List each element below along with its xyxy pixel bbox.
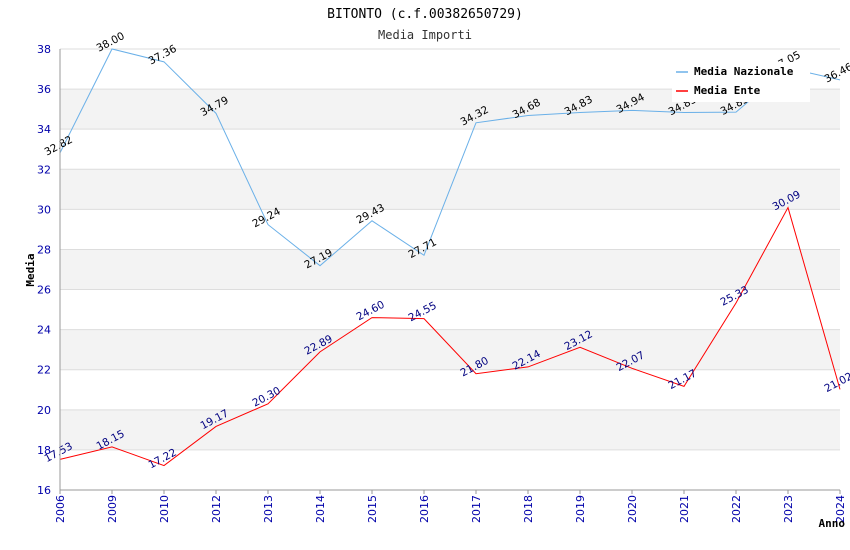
y-tick-label: 18 (37, 444, 51, 457)
y-axis-ticks: 16 18 20 22 24 26 28 30 32 34 36 38 (37, 43, 51, 497)
y-tick-label: 22 (37, 364, 51, 377)
x-tick-label: 2013 (262, 495, 275, 523)
background-bands (60, 48, 840, 491)
x-tick-label: 2023 (782, 495, 795, 523)
x-tick-label: 2022 (730, 495, 743, 523)
grid-band (60, 209, 840, 250)
y-tick-label: 36 (37, 83, 51, 96)
x-axis-ticks: 2006 2009 2010 2012 2013 2014 2015 2016 2017 2018… (54, 490, 847, 523)
x-tick-label: 2017 (470, 495, 483, 523)
y-tick-label: 26 (37, 284, 51, 297)
chart-title: BITONTO (c.f.00382650729) (327, 7, 523, 22)
y-tick-label: 34 (37, 123, 51, 136)
x-tick-label: 2010 (158, 495, 171, 523)
chart-subtitle: Media Importi (378, 28, 472, 42)
grid-band (60, 249, 840, 290)
y-tick-label: 28 (37, 243, 51, 256)
x-tick-label: 2012 (210, 495, 223, 523)
legend-box (672, 62, 810, 102)
y-tick-label: 16 (37, 484, 51, 497)
x-tick-label: 2006 (54, 495, 67, 523)
grid-band (60, 449, 840, 490)
grid-band (60, 329, 840, 370)
y-axis-title: Media (24, 253, 37, 286)
legend-label-ente: Media Ente (694, 84, 761, 97)
x-axis-title: Anno (819, 517, 846, 530)
y-tick-label: 20 (37, 404, 51, 417)
grid-band (60, 369, 840, 410)
x-tick-label: 2020 (626, 495, 639, 523)
y-tick-label: 38 (37, 43, 51, 56)
legend: Media Nazionale Media Ente (672, 62, 810, 102)
legend-label-nazionale: Media Nazionale (694, 65, 794, 78)
x-tick-label: 2021 (678, 495, 691, 523)
x-tick-label: 2018 (522, 495, 535, 523)
grid-band (60, 409, 840, 450)
x-tick-label: 2019 (574, 495, 587, 523)
y-tick-label: 30 (37, 203, 51, 216)
series-line-nazionale (59, 48, 841, 267)
y-tick-label: 32 (37, 163, 51, 176)
x-tick-label: 2024 (834, 495, 847, 523)
series-lines (59, 48, 841, 467)
x-tick-label: 2016 (418, 495, 431, 523)
y-tick-label: 24 (37, 324, 51, 337)
x-tick-label: 2014 (314, 495, 327, 523)
series-line-ente (59, 206, 841, 467)
grid-band (60, 129, 840, 170)
x-tick-label: 2015 (366, 495, 379, 523)
grid-band (60, 289, 840, 330)
x-tick-label: 2009 (106, 495, 119, 523)
